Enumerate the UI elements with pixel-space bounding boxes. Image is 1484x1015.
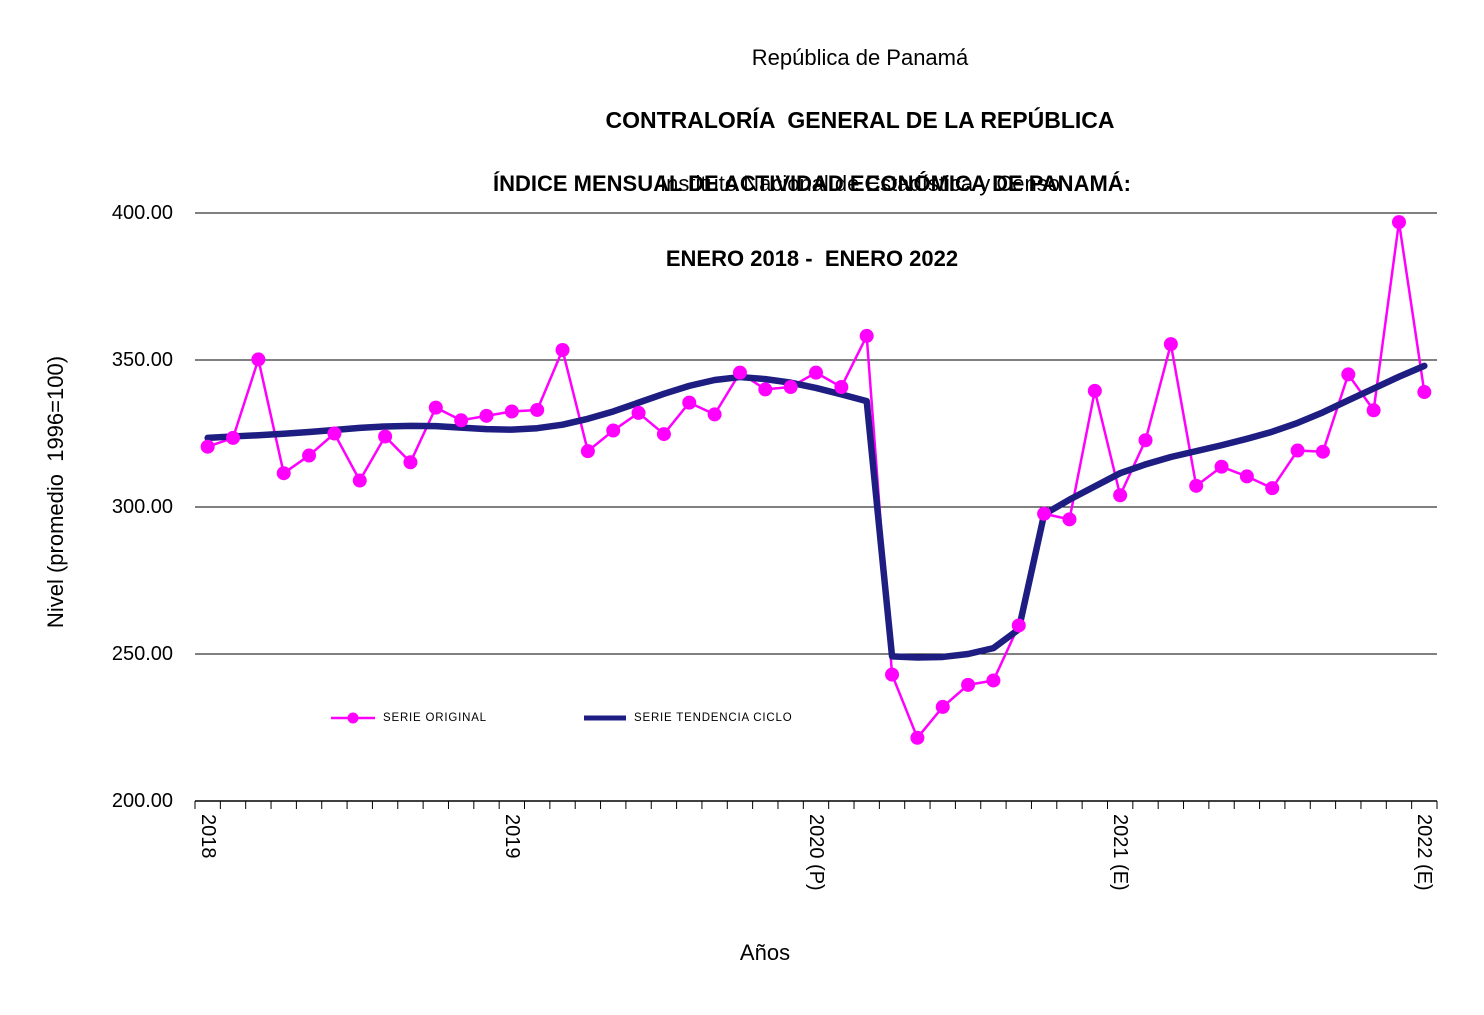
data-point-marker	[1113, 488, 1128, 503]
data-point-marker	[580, 444, 595, 459]
y-tick-label: 300.00	[111, 496, 173, 518]
data-point-marker	[1265, 481, 1280, 496]
data-point-marker	[530, 402, 545, 417]
data-point-marker	[276, 466, 291, 481]
x-year-label: 2018	[196, 814, 219, 859]
legend-item-serie-original: SERIE ORIGINAL	[330, 710, 487, 726]
data-point-marker	[1138, 433, 1153, 448]
data-point-marker	[935, 699, 950, 714]
company-header: República de Panamá CONTRALORÍA GENERAL …	[240, 8, 1480, 233]
x-year-label: 2020 (P)	[805, 814, 827, 891]
data-point-marker	[479, 408, 494, 423]
header-institution: CONTRALORÍA GENERAL DE LA REPÚBLICA	[605, 107, 1115, 133]
data-point-marker	[656, 427, 671, 442]
data-point-marker	[809, 365, 823, 380]
y-tick-label: 350.00	[111, 349, 173, 371]
data-point-marker	[1011, 618, 1026, 633]
legend-swatch-serie-original-icon	[331, 712, 375, 724]
data-point-marker	[1315, 444, 1330, 459]
legend-swatch-serie-tendencia-icon	[584, 715, 626, 721]
data-point-marker	[1163, 337, 1178, 352]
data-point-marker	[606, 423, 621, 438]
legend-item-serie-tendencia: SERIE TENDENCIA CICLO	[583, 710, 792, 726]
data-point-marker	[302, 448, 317, 463]
data-point-marker	[1062, 512, 1077, 527]
y-tick-label: 400.00	[111, 202, 173, 224]
data-point-marker	[1417, 385, 1432, 400]
data-point-marker	[226, 430, 241, 445]
data-point-marker	[1214, 459, 1229, 474]
data-point-marker	[403, 455, 418, 470]
data-point-marker	[200, 439, 215, 454]
data-point-marker	[1189, 478, 1204, 493]
chart-title: ÍNDICE MENSUAL DE ACTIVIDAD ECONÓMICA DE…	[140, 121, 1484, 321]
data-point-marker	[859, 328, 874, 343]
y-tick-label: 250.00	[111, 643, 173, 665]
data-point-marker	[885, 667, 900, 682]
data-point-marker	[1341, 367, 1356, 382]
data-point-marker	[707, 407, 722, 422]
data-point-marker	[454, 413, 469, 428]
legend-label-serie-original: SERIE ORIGINAL	[383, 712, 487, 724]
x-year-label: 2021 (E)	[1109, 814, 1132, 891]
x-axis-title: Años	[739, 940, 791, 965]
data-point-marker	[758, 382, 773, 397]
header-country: República de Panamá	[751, 45, 969, 70]
chart-title-line2: ENERO 2018 - ENERO 2022	[665, 246, 959, 271]
data-point-marker	[834, 380, 849, 395]
data-point-marker	[732, 365, 747, 380]
data-point-marker	[682, 395, 697, 410]
data-point-marker	[428, 400, 443, 415]
data-point-marker	[1087, 383, 1102, 398]
data-point-marker	[555, 343, 570, 358]
data-point-marker	[1037, 506, 1052, 521]
header-institute: Instituto Nacional de Estadística y Cens…	[660, 171, 1060, 196]
data-point-marker	[631, 405, 646, 420]
x-year-label: 2019	[500, 814, 523, 859]
data-point-marker	[1391, 215, 1406, 230]
serie-tendencia-line	[204, 362, 1428, 661]
data-point-marker	[910, 730, 925, 745]
chart-title-line1: ÍNDICE MENSUAL DE ACTIVIDAD ECONÓMICA DE…	[492, 171, 1131, 196]
data-point-marker	[783, 380, 798, 395]
data-point-marker	[327, 426, 342, 441]
data-point-marker	[504, 404, 519, 419]
legend-label-serie-tendencia: SERIE TENDENCIA CICLO	[634, 712, 793, 724]
data-point-marker	[1239, 469, 1254, 484]
data-point-marker	[378, 429, 393, 444]
data-point-marker	[251, 352, 266, 367]
data-point-marker	[961, 677, 976, 692]
y-tick-label: 200.00	[111, 790, 173, 812]
data-point-marker	[352, 473, 367, 488]
data-point-marker	[986, 673, 1001, 688]
x-year-label: 2022 (E)	[1413, 814, 1436, 891]
data-point-marker	[1290, 443, 1305, 458]
data-point-marker	[1366, 403, 1381, 418]
